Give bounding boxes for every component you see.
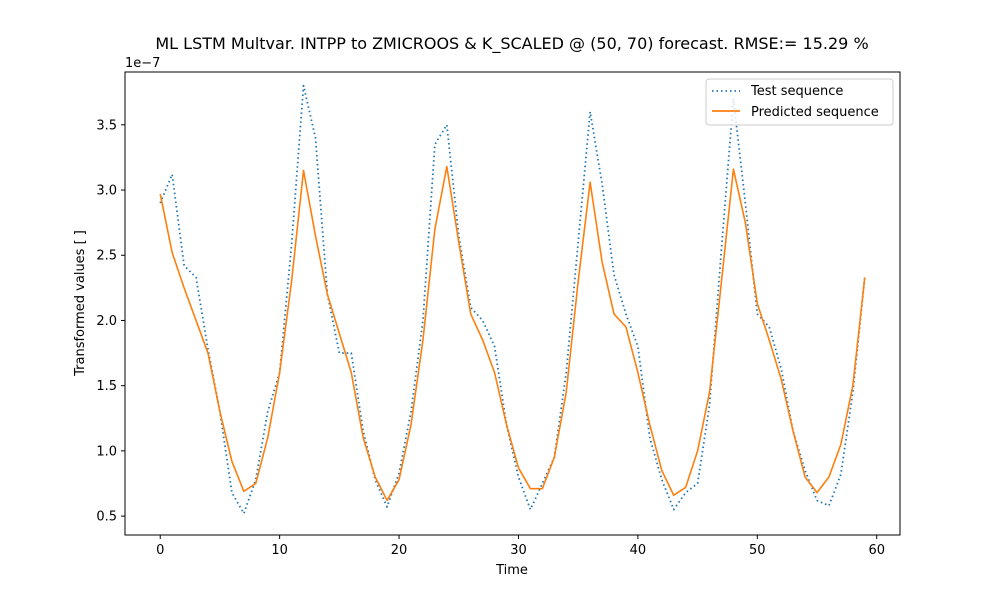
- series-line-predicted-sequence: [159, 165, 866, 502]
- y-tick-label: 1.5: [96, 379, 117, 394]
- x-axis-label: Time: [495, 563, 528, 578]
- legend-box: [705, 78, 894, 126]
- x-tick-label: 40: [630, 543, 647, 558]
- x-tick-label: 10: [271, 543, 288, 558]
- y-tick-label: 0.5: [96, 510, 117, 525]
- chart-title: ML LSTM Multvar. INTPP to ZMICROOS & K_S…: [155, 34, 868, 54]
- plot-area: [125, 72, 900, 535]
- x-tick-label: 20: [391, 543, 408, 558]
- y-tick-label: 2.5: [96, 249, 117, 264]
- y-axis-label: Transformed values [ ]: [73, 230, 88, 377]
- legend: Test sequence Predicted sequence: [705, 78, 894, 126]
- y-offset-text: 1e−7: [125, 56, 160, 71]
- y-tick-label: 2.0: [96, 314, 117, 329]
- legend-label-test: Test sequence: [750, 84, 843, 99]
- y-tick-label: 3.5: [96, 118, 117, 133]
- series-layer: [159, 84, 866, 515]
- y-tick-label: 1.0: [96, 444, 117, 459]
- y-tick-label: 3.0: [96, 184, 117, 199]
- y-axis-ticks: 0.5 1.0 1.5 2.0 2.5 3.0 3.5: [96, 118, 125, 525]
- plot-frame: [124, 71, 901, 536]
- x-tick-label: 0: [156, 543, 164, 558]
- x-axis-ticks: 0 10 20 30 40 50 60: [156, 535, 885, 558]
- x-tick-label: 60: [868, 543, 885, 558]
- x-tick-label: 30: [510, 543, 527, 558]
- legend-label-predicted: Predicted sequence: [751, 105, 879, 120]
- x-tick-label: 50: [749, 543, 766, 558]
